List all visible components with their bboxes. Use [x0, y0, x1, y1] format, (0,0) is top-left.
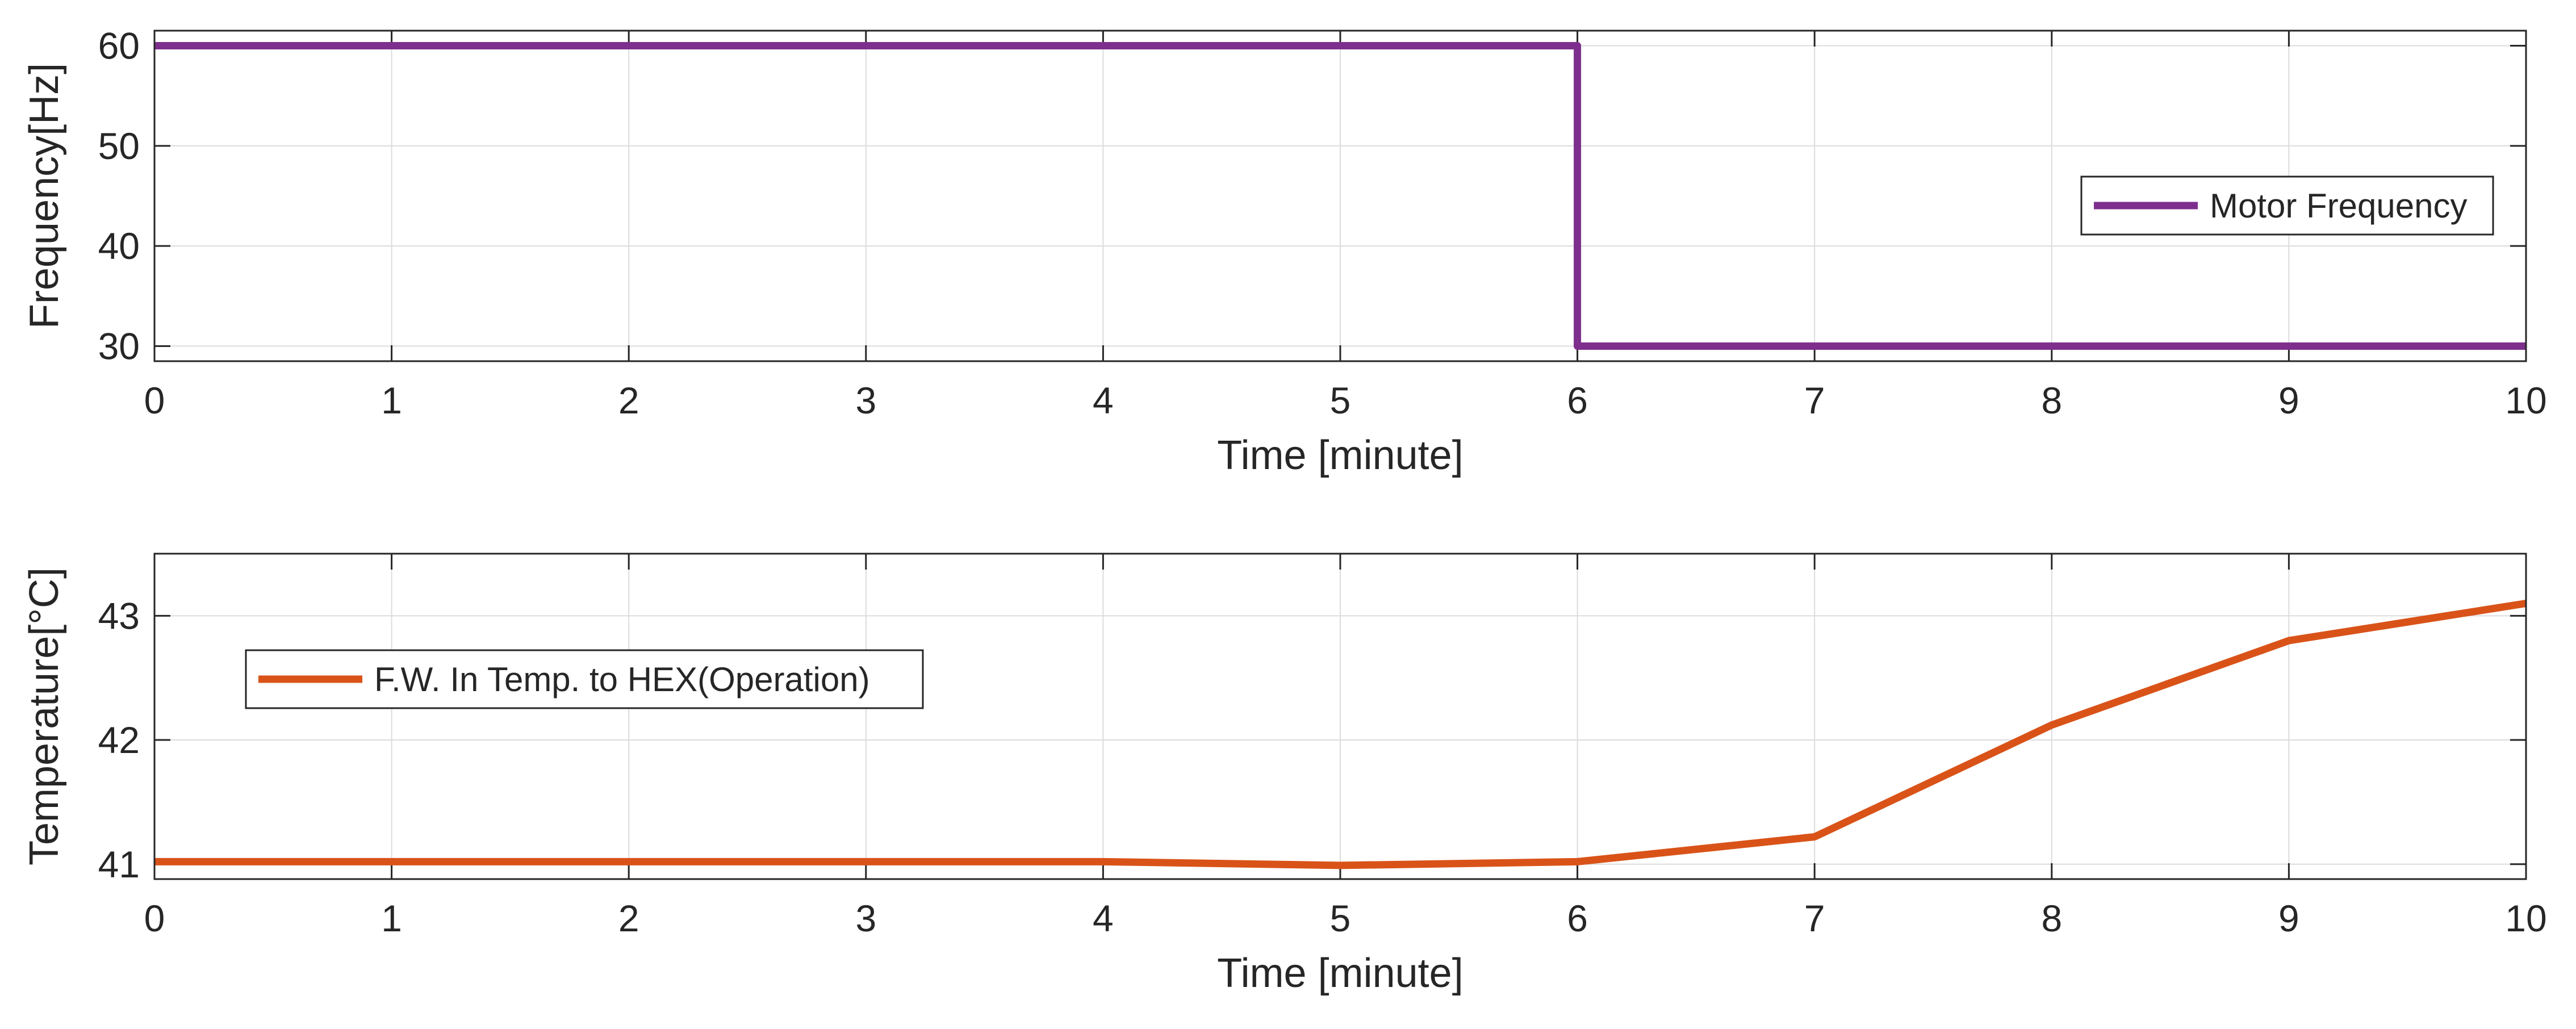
y-tick-label: 42 — [98, 719, 140, 761]
x-tick-label: 2 — [618, 897, 639, 939]
y-tick-label: 30 — [98, 325, 140, 367]
x-tick-label: 0 — [144, 379, 165, 421]
legend: F.W. In Temp. to HEX(Operation) — [245, 649, 924, 709]
legend-label: Motor Frequency — [2210, 187, 2468, 225]
y-tick-label: 43 — [98, 595, 140, 637]
y-tick-label: 41 — [98, 843, 140, 885]
y-tick-label: 60 — [98, 24, 140, 66]
x-tick-label: 8 — [2041, 379, 2062, 421]
x-tick-label: 6 — [1567, 897, 1588, 939]
x-tick-label: 8 — [2041, 897, 2062, 939]
x-tick-label: 5 — [1330, 379, 1351, 421]
series-line-1-1 — [154, 42, 2526, 350]
legend-label: F.W. In Temp. to HEX(Operation) — [374, 660, 870, 698]
x-tick-label: 2 — [618, 379, 639, 421]
y-axis-title: Frequency[Hz] — [22, 63, 67, 329]
x-axis-title: Time [minute] — [1217, 951, 1463, 996]
x-tick-label: 3 — [855, 897, 876, 939]
x-axis-title: Time [minute] — [1217, 433, 1463, 478]
x-tick-label: 1 — [381, 379, 402, 421]
x-tick-label: 0 — [144, 897, 165, 939]
y-axis-title: Temperature[°C] — [22, 567, 67, 865]
axes-box — [153, 30, 2527, 362]
series-line-2-1 — [154, 600, 2527, 869]
chart-panel-2: 0 1 2 3 4 5 6 7 8 9 10 41 42 43 Time [minute] Temperatu… — [22, 553, 2547, 996]
x-tick-label: 10 — [2505, 897, 2546, 939]
x-tick-label: 1 — [381, 897, 402, 939]
x-tick-label: 9 — [2278, 897, 2299, 939]
x-tick-label: 4 — [1093, 897, 1114, 939]
axes-box — [153, 553, 2527, 880]
legend: Motor Frequency — [2080, 175, 2494, 236]
x-tick-label: 9 — [2278, 379, 2299, 421]
y-tick-label: 40 — [98, 225, 140, 267]
x-tick-label: 7 — [1804, 379, 1825, 421]
x-tick-label: 10 — [2505, 379, 2546, 421]
x-tick-label: 3 — [855, 379, 876, 421]
x-tick-label: 4 — [1093, 379, 1114, 421]
x-tick-label: 5 — [1330, 897, 1351, 939]
x-tick-label: 6 — [1567, 379, 1588, 421]
chart-panel-1: 0 1 2 3 4 5 6 7 8 9 10 30 40 50 60 Time [minute] Frequen… — [22, 24, 2547, 478]
x-tick-label: 7 — [1804, 897, 1825, 939]
y-tick-label: 50 — [98, 125, 140, 167]
